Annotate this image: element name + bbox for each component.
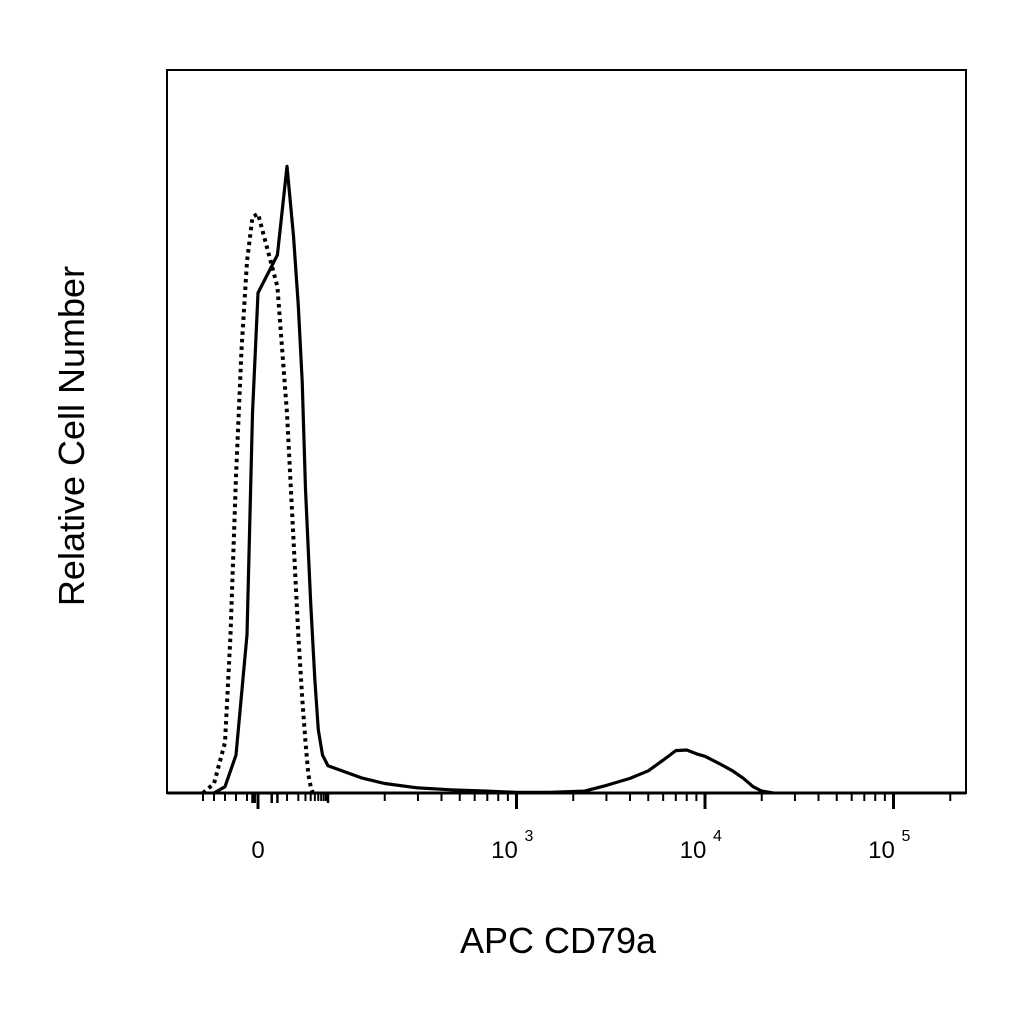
isotype-control-histogram-line bbox=[201, 211, 315, 795]
x-tick-label-exponent: 3 bbox=[525, 828, 534, 845]
x-tick-label: 0 bbox=[251, 837, 264, 864]
stained-histogram-line bbox=[213, 164, 774, 795]
x-tick-label: 10 bbox=[491, 837, 518, 864]
x-tick-label-exponent: 5 bbox=[902, 828, 911, 845]
x-tick-labels: 0 10 3 10 4 10 5 bbox=[251, 828, 910, 864]
x-tick-label: 10 bbox=[680, 837, 707, 864]
series-layer bbox=[201, 164, 774, 795]
x-tick-marks bbox=[202, 793, 952, 809]
y-axis-title: Relative Cell Number bbox=[51, 266, 92, 606]
x-axis-title: APC CD79a bbox=[460, 920, 657, 961]
x-tick-label: 10 bbox=[868, 837, 895, 864]
x-tick-label-exponent: 4 bbox=[713, 828, 722, 845]
